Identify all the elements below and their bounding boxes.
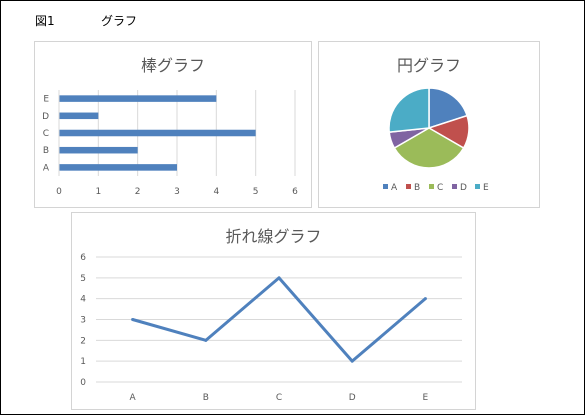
legend-swatch-d — [452, 184, 457, 189]
legend-swatch-b — [406, 184, 411, 189]
pie-chart-title: 円グラフ — [396, 56, 461, 75]
legend-label-d: D — [460, 183, 467, 193]
bar-x-tick-label: 4 — [213, 187, 219, 197]
pie-slice-e — [388, 87, 430, 134]
legend-swatch-e — [475, 184, 480, 189]
bar-b — [59, 146, 138, 154]
legend-label-e: E — [483, 183, 489, 193]
bar-chart-title: 棒グラフ — [140, 56, 205, 75]
line-x-tick-label: C — [276, 393, 282, 403]
line-y-tick-label: 5 — [80, 274, 86, 284]
bar-y-tick-label: E — [43, 95, 49, 105]
line-y-tick-label: 1 — [80, 357, 86, 367]
line-chart-title: 折れ線グラフ — [225, 227, 322, 246]
line-chart: 0 1 2 3 4 5 6 A B C D E — [80, 253, 462, 403]
line-point-e — [423, 297, 427, 301]
line-point-b — [204, 338, 208, 342]
legend-label-b: B — [414, 183, 420, 193]
legend-swatch-c — [429, 184, 434, 189]
bar-y-tick-label: C — [43, 129, 49, 139]
bar-x-tick-label: 2 — [135, 187, 141, 197]
line-x-tick-label: A — [130, 393, 137, 403]
pie-chart: A B C D E — [383, 87, 489, 193]
pie-slice-c — [393, 127, 465, 169]
bar-c — [59, 129, 256, 137]
line-point-c — [277, 276, 281, 280]
bar-x-tick-label: 3 — [174, 187, 180, 197]
bar-x-tick-label: 0 — [56, 187, 62, 197]
pie-chart-panel: 円グラフ A B C D E — [318, 41, 540, 208]
line-chart-panel: 折れ線グラフ 0 1 2 3 4 5 6 A B C D E — [71, 212, 476, 410]
figure-number: 図1 — [35, 14, 55, 28]
line-y-tick-label: 3 — [80, 316, 86, 326]
figure-caption: グラフ — [101, 14, 138, 28]
line-y-tick-label: 6 — [80, 253, 86, 263]
bar-y-tick-label: A — [43, 163, 50, 173]
line-point-a — [131, 318, 135, 321]
bar-x-tick-label: 1 — [95, 187, 101, 197]
legend-label-a: A — [391, 183, 398, 193]
bar-d — [59, 112, 99, 120]
legend-swatch-a — [383, 184, 388, 189]
bar-a — [59, 164, 177, 171]
line-x-tick-label: D — [349, 393, 356, 403]
legend-label-c: C — [437, 183, 443, 193]
bar-x-tick-label: 6 — [292, 187, 298, 197]
line-x-tick-label: B — [203, 393, 209, 403]
bar-e — [59, 95, 217, 102]
line-point-d — [350, 359, 354, 363]
bar-y-tick-label: D — [42, 112, 49, 122]
line-y-tick-label: 0 — [80, 378, 86, 388]
line-x-tick-label: E — [423, 393, 429, 403]
line-y-tick-label: 4 — [80, 295, 86, 305]
line-y-tick-label: 2 — [80, 336, 86, 346]
bar-x-tick-label: 5 — [253, 187, 259, 197]
bar-y-tick-label: B — [43, 146, 49, 156]
